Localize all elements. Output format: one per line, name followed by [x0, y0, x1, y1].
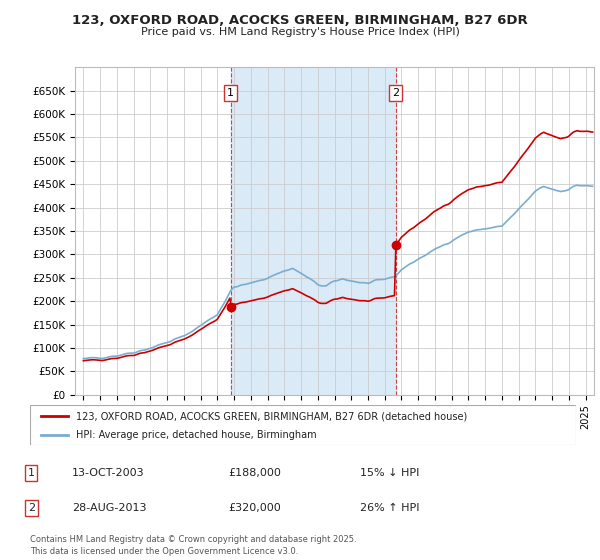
Text: 2: 2: [392, 88, 399, 98]
Text: £320,000: £320,000: [228, 503, 281, 513]
Text: 123, OXFORD ROAD, ACOCKS GREEN, BIRMINGHAM, B27 6DR (detached house): 123, OXFORD ROAD, ACOCKS GREEN, BIRMINGH…: [76, 411, 467, 421]
Text: 13-OCT-2003: 13-OCT-2003: [72, 468, 145, 478]
Text: 15% ↓ HPI: 15% ↓ HPI: [360, 468, 419, 478]
Text: 28-AUG-2013: 28-AUG-2013: [72, 503, 146, 513]
Bar: [230, 67, 395, 395]
Text: HPI: Average price, detached house, Birmingham: HPI: Average price, detached house, Birm…: [76, 430, 317, 440]
Text: 26% ↑ HPI: 26% ↑ HPI: [360, 503, 419, 513]
Text: 1: 1: [28, 468, 35, 478]
Text: 2: 2: [28, 503, 35, 513]
Text: £188,000: £188,000: [228, 468, 281, 478]
Text: Price paid vs. HM Land Registry's House Price Index (HPI): Price paid vs. HM Land Registry's House …: [140, 27, 460, 38]
Text: 123, OXFORD ROAD, ACOCKS GREEN, BIRMINGHAM, B27 6DR: 123, OXFORD ROAD, ACOCKS GREEN, BIRMINGH…: [72, 14, 528, 27]
Text: 1: 1: [227, 88, 234, 98]
Text: Contains HM Land Registry data © Crown copyright and database right 2025.
This d: Contains HM Land Registry data © Crown c…: [30, 535, 356, 556]
